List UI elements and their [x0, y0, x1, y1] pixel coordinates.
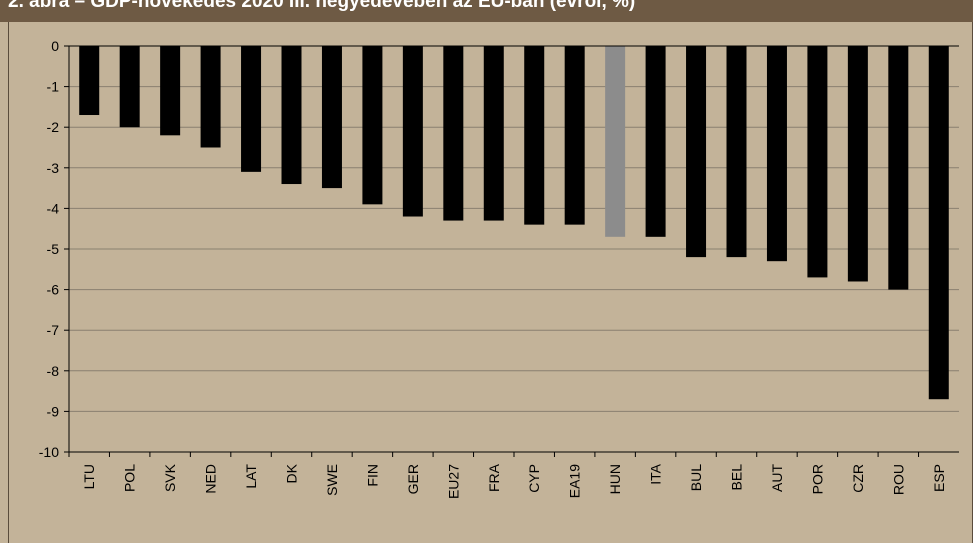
y-tick-label: -6	[47, 282, 60, 298]
y-tick-label: -9	[47, 403, 60, 419]
x-tick-label: BEL	[729, 464, 745, 491]
chart-frame: 0 -1 -2 -3 -4 -5 -6 -7 -8 -9 -10 LTU POL SVK NED LAT DK…	[8, 22, 973, 543]
bar-dk	[281, 46, 302, 185]
bar-ger	[402, 46, 423, 217]
bar-bul	[686, 46, 707, 258]
y-tick-label: -3	[47, 160, 60, 176]
x-tick-label: DK	[284, 463, 300, 483]
title-bar: 2. ábra – GDP-növekedés 2020 III. negyed…	[0, 0, 973, 22]
y-tick-label: -5	[47, 241, 60, 257]
x-tick-label: LAT	[243, 464, 259, 489]
x-tick-label: GER	[405, 464, 421, 494]
x-tick-label: NED	[203, 464, 219, 494]
y-tick-labels: 0 -1 -2 -3 -4 -5 -6 -7 -8 -9 -10	[39, 38, 59, 460]
bar-ltu	[79, 46, 100, 116]
axes	[64, 45, 959, 457]
bar-fin	[362, 46, 383, 205]
y-tick-label: -8	[47, 363, 60, 379]
bar-ned	[200, 46, 221, 148]
x-tick-labels: LTU POL SVK NED LAT DK SWE FIN GER EU27 FRA CYP EA19…	[81, 463, 947, 499]
y-tick-label: -1	[47, 79, 60, 95]
bar-lat	[241, 46, 262, 172]
y-tick-label: 0	[51, 38, 59, 54]
bar-hun	[605, 46, 626, 237]
bar-chart: 0 -1 -2 -3 -4 -5 -6 -7 -8 -9 -10 LTU POL SVK NED LAT DK…	[39, 38, 959, 499]
x-tick-label: FRA	[486, 463, 502, 492]
bar-cyp	[524, 46, 545, 225]
x-tick-label: POR	[809, 464, 825, 494]
x-tick-label: BUL	[688, 464, 704, 491]
bar-ea19	[564, 46, 585, 225]
y-tick-label: -10	[39, 444, 59, 460]
bar-ita	[645, 46, 666, 237]
bar-aut	[766, 46, 787, 262]
bar-svk	[160, 46, 181, 136]
bar-esp	[928, 46, 949, 400]
y-tick-label: -7	[47, 322, 60, 338]
bar-por	[807, 46, 828, 278]
bar-bel	[726, 46, 747, 258]
y-tick-label: -2	[47, 119, 60, 135]
bar-czr	[847, 46, 868, 282]
x-tick-label: FIN	[364, 464, 380, 487]
x-tick-label: CYP	[526, 464, 542, 493]
bars	[79, 46, 949, 400]
x-tick-label: EU27	[445, 464, 461, 499]
x-tick-label: ITA	[648, 463, 664, 484]
bar-fra	[483, 46, 504, 221]
x-tick-label: HUN	[607, 464, 623, 494]
chart-title: 2. ábra – GDP-növekedés 2020 III. negyed…	[8, 0, 636, 12]
bar-pol	[119, 46, 140, 128]
bar-eu27	[443, 46, 464, 221]
x-tick-label: LTU	[81, 464, 97, 489]
x-tick-label: SVK	[162, 463, 178, 492]
bar-swe	[321, 46, 342, 189]
x-tick-label: SWE	[324, 464, 340, 496]
x-tick-label: ROU	[890, 464, 906, 495]
y-tick-label: -4	[47, 200, 60, 216]
x-tick-label: ESP	[931, 464, 947, 492]
x-tick-label: POL	[122, 464, 138, 492]
x-tick-label: EA19	[567, 464, 583, 498]
bar-rou	[888, 46, 909, 290]
x-tick-label: AUT	[769, 464, 785, 492]
x-tick-label: CZR	[850, 464, 866, 493]
